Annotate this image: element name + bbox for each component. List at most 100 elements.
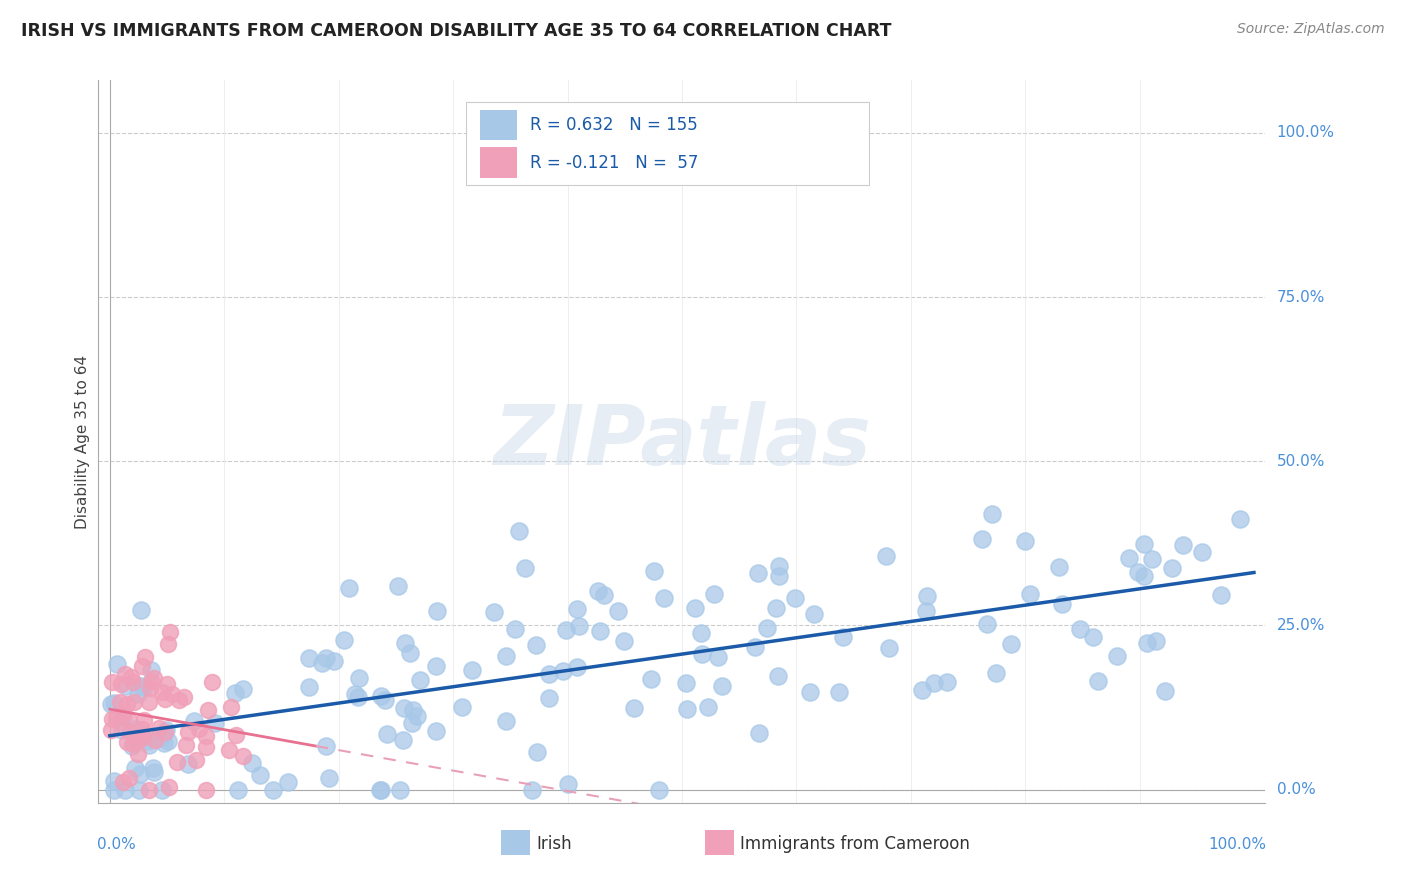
Point <box>129 731 152 746</box>
Point <box>537 690 560 705</box>
Point <box>1209 588 1232 602</box>
Point <box>118 725 141 739</box>
Point <box>129 679 152 693</box>
Text: R = 0.632   N = 155: R = 0.632 N = 155 <box>530 116 697 134</box>
Point <box>1126 566 1149 580</box>
Point <box>648 782 671 797</box>
Text: Irish: Irish <box>536 835 572 853</box>
Point <box>150 730 173 744</box>
Point <box>218 743 240 757</box>
Point <box>1105 648 1128 663</box>
Point <box>402 703 425 717</box>
Point <box>756 621 779 635</box>
Point <box>107 657 129 672</box>
Point <box>159 625 181 640</box>
Point <box>1144 634 1167 648</box>
Point <box>696 699 718 714</box>
Text: ZIPatlas: ZIPatlas <box>494 401 870 482</box>
Point <box>118 771 141 785</box>
Point <box>115 698 138 712</box>
Point <box>194 729 217 743</box>
Point <box>153 736 176 750</box>
Point <box>875 549 897 563</box>
Point <box>138 738 160 752</box>
Point <box>139 674 162 689</box>
Point <box>318 772 340 786</box>
Point <box>980 507 1002 521</box>
Point <box>482 605 505 619</box>
Point <box>392 700 415 714</box>
Point <box>114 667 136 681</box>
Point <box>224 686 246 700</box>
Point <box>100 675 122 690</box>
Point <box>153 692 176 706</box>
Point <box>1047 559 1070 574</box>
Point <box>392 733 415 747</box>
Point <box>451 699 474 714</box>
Point <box>110 714 132 729</box>
Point <box>783 591 806 606</box>
Point <box>375 727 398 741</box>
Point <box>799 685 821 699</box>
Point <box>508 524 530 538</box>
Point <box>153 725 176 739</box>
Point <box>145 731 167 746</box>
Point <box>690 648 713 662</box>
Point <box>606 605 628 619</box>
Point <box>373 693 395 707</box>
Point <box>186 753 208 767</box>
Text: Source: ZipAtlas.com: Source: ZipAtlas.com <box>1237 22 1385 37</box>
Point <box>344 687 367 701</box>
FancyBboxPatch shape <box>706 830 734 855</box>
Point <box>765 600 787 615</box>
Point <box>100 712 122 726</box>
Point <box>425 723 447 738</box>
Point <box>103 696 125 710</box>
Point <box>104 711 127 725</box>
Point <box>277 775 299 789</box>
Point <box>803 607 825 622</box>
Point <box>152 729 174 743</box>
Point <box>315 651 337 665</box>
Point <box>177 757 200 772</box>
Point <box>347 672 370 686</box>
Point <box>225 728 247 742</box>
Point <box>748 725 770 739</box>
Point <box>249 768 271 782</box>
Point <box>100 723 122 737</box>
Point <box>1052 597 1074 611</box>
Point <box>1229 512 1251 526</box>
Point <box>768 559 790 574</box>
Point <box>935 674 957 689</box>
Point <box>160 688 183 702</box>
Point <box>143 733 166 747</box>
Point <box>832 630 855 644</box>
Point <box>125 732 148 747</box>
Point <box>675 675 697 690</box>
Point <box>915 604 938 618</box>
Point <box>323 654 346 668</box>
Point <box>195 782 218 797</box>
Point <box>915 589 938 603</box>
Point <box>568 619 591 633</box>
Point <box>132 730 155 744</box>
Text: 75.0%: 75.0% <box>1277 290 1324 304</box>
Point <box>157 780 180 795</box>
Point <box>828 685 851 699</box>
Point <box>232 681 254 696</box>
Point <box>588 584 610 599</box>
Point <box>1000 637 1022 651</box>
Point <box>387 579 409 593</box>
FancyBboxPatch shape <box>465 102 869 185</box>
Point <box>115 679 138 693</box>
Point <box>401 716 423 731</box>
Point <box>111 723 134 737</box>
Point <box>1136 636 1159 650</box>
Point <box>640 672 662 686</box>
Point <box>108 695 131 709</box>
Point <box>110 676 132 690</box>
FancyBboxPatch shape <box>479 147 517 178</box>
Point <box>127 747 149 762</box>
Point <box>156 637 179 651</box>
Point <box>744 640 766 655</box>
